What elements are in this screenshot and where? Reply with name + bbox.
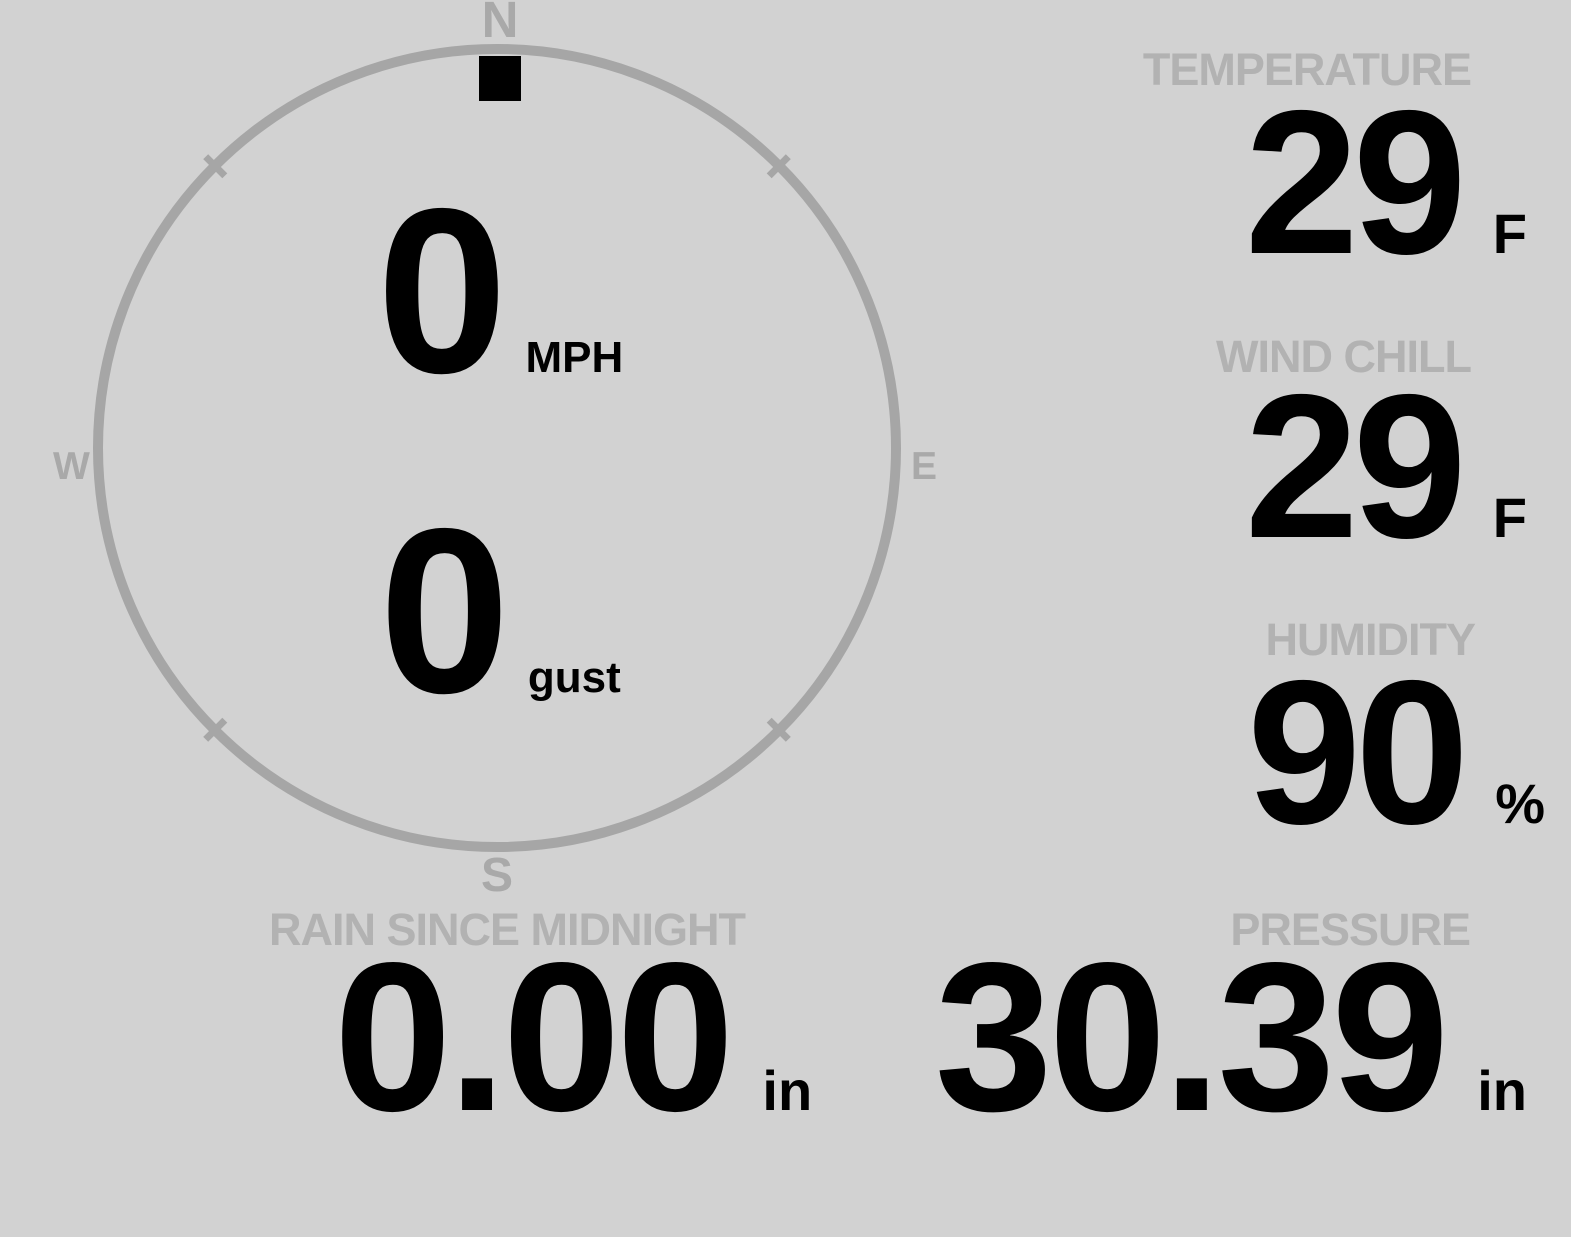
temperature-label: TEMPERATURE <box>1142 44 1472 95</box>
tick-ne <box>766 154 791 179</box>
wind-chill-unit: F <box>1492 486 1527 549</box>
compass-letter-south: S <box>480 849 514 902</box>
temperature-value-row: 29 F <box>1245 80 1527 285</box>
rain-since-midnight-unit: in <box>762 1059 813 1122</box>
tick-nw <box>203 154 228 179</box>
humidity-value-row: 90 % <box>1247 650 1545 855</box>
humidity-label: HUMIDITY <box>1265 614 1476 665</box>
rain-since-midnight-value: 0.00 <box>333 918 735 1155</box>
wind-direction-indicator <box>479 56 521 101</box>
wind-speed-unit: MPH <box>525 333 624 382</box>
pressure-unit: in <box>1477 1059 1527 1122</box>
wind-chill-value-row: 29 F <box>1245 364 1527 569</box>
temperature-value: 29 <box>1244 68 1467 297</box>
rain-since-midnight-label: RAIN SINCE MIDNIGHT <box>269 904 746 955</box>
compass-letter-north: N <box>481 0 519 48</box>
compass-letter-west: W <box>53 445 90 488</box>
wind-speed-value: 0 <box>376 159 508 422</box>
wind-speed-row: 0 MPH <box>377 173 623 408</box>
tick-sw <box>203 717 228 742</box>
pressure-value-row: 30.39 in <box>935 931 1527 1143</box>
wind-chill-label: WIND CHILL <box>1216 331 1472 382</box>
tick-se <box>766 717 791 742</box>
temperature-unit: F <box>1492 202 1527 265</box>
wind-chill-value: 29 <box>1244 352 1467 581</box>
rain-since-midnight-value-row: 0.00 in <box>334 931 812 1143</box>
pressure-label: PRESSURE <box>1230 904 1471 955</box>
pressure-value: 30.39 <box>934 918 1450 1155</box>
compass-letter-east: E <box>911 445 938 488</box>
wind-gust-unit: gust <box>527 653 621 702</box>
humidity-value: 90 <box>1247 638 1469 867</box>
wind-gust-row: 0 gust <box>379 493 621 728</box>
wind-gust-value: 0 <box>379 479 510 742</box>
humidity-unit: % <box>1495 772 1545 835</box>
